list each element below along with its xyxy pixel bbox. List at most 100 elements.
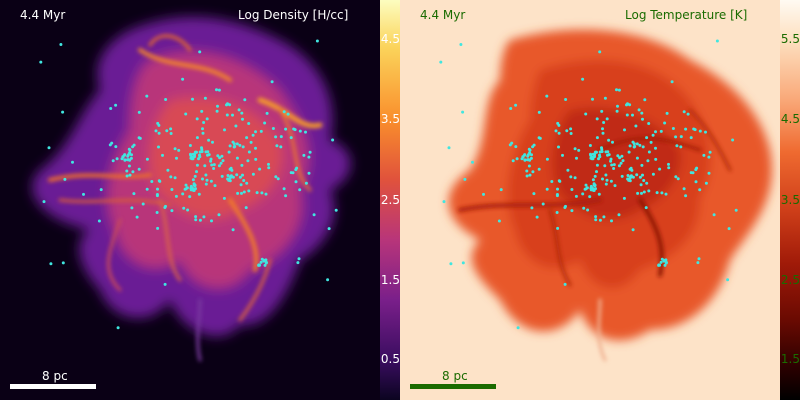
- density-panel: 4.4 Myr Log Density [H/cc] 8 pc: [0, 0, 380, 400]
- star-particle: [181, 192, 185, 196]
- star-particle: [182, 206, 186, 210]
- star-particle: [258, 167, 262, 171]
- star-particle: [201, 131, 205, 135]
- star-particle: [640, 163, 644, 167]
- star-particle: [635, 156, 639, 160]
- star-particle: [297, 257, 301, 261]
- star-particle: [595, 150, 598, 154]
- star-particle: [610, 163, 614, 167]
- star-particle: [156, 226, 160, 230]
- star-particle: [640, 191, 643, 195]
- star-particle: [267, 166, 271, 170]
- star-particle: [602, 121, 606, 124]
- star-particle: [228, 144, 232, 148]
- star-particle: [607, 138, 611, 142]
- star-particle: [635, 173, 639, 177]
- star-particle: [545, 157, 549, 161]
- star-particle: [175, 156, 178, 160]
- star-particle: [573, 147, 577, 151]
- star-particle: [286, 112, 290, 116]
- star-particle: [201, 177, 204, 181]
- star-particle: [63, 177, 67, 181]
- star-particle: [207, 138, 211, 142]
- temperature-tick: 2.5: [780, 273, 800, 287]
- star-particle: [647, 189, 651, 193]
- star-particle: [647, 150, 651, 154]
- star-particle: [523, 158, 527, 162]
- star-particle: [123, 153, 127, 157]
- star-particle: [304, 181, 308, 185]
- star-particle: [123, 158, 127, 162]
- star-particle: [241, 117, 244, 121]
- gas-cloud: [32, 16, 351, 337]
- star-particle: [109, 107, 113, 110]
- star-particle: [516, 326, 520, 330]
- density-tick: 0.5: [380, 352, 400, 366]
- star-particle: [592, 182, 596, 186]
- star-particle: [49, 262, 53, 266]
- star-particle: [704, 181, 708, 185]
- star-particle: [189, 152, 192, 156]
- star-particle: [141, 202, 145, 206]
- star-particle: [595, 163, 599, 167]
- star-particle: [302, 153, 306, 157]
- star-particle: [439, 60, 443, 64]
- star-particle: [731, 138, 735, 142]
- star-particle: [276, 177, 280, 181]
- star-particle: [636, 191, 640, 195]
- star-particle: [664, 192, 668, 196]
- star-particle: [237, 108, 241, 112]
- star-particle: [111, 159, 115, 163]
- star-particle: [550, 180, 554, 183]
- star-particle: [232, 142, 236, 146]
- star-particle: [193, 155, 196, 159]
- star-particle: [628, 103, 632, 107]
- star-particle: [194, 215, 198, 219]
- star-particle: [660, 191, 664, 195]
- star-particle: [225, 103, 228, 107]
- star-particle: [675, 144, 679, 148]
- star-particle: [251, 172, 255, 176]
- star-particle: [121, 155, 125, 159]
- star-particle: [130, 153, 133, 157]
- star-particle: [679, 145, 683, 149]
- star-particle: [251, 133, 255, 137]
- star-particle: [308, 150, 312, 154]
- star-particle: [442, 200, 446, 204]
- star-particle: [528, 158, 532, 162]
- star-particle: [698, 188, 702, 192]
- star-particle: [235, 156, 239, 160]
- star-particle: [654, 130, 657, 134]
- star-particle: [657, 263, 661, 267]
- star-particle: [556, 226, 560, 230]
- star-particle: [282, 187, 286, 191]
- star-particle: [216, 104, 219, 108]
- star-particle: [555, 211, 559, 214]
- star-particle: [620, 174, 624, 178]
- star-particle: [598, 153, 601, 157]
- star-particle: [244, 206, 248, 210]
- star-particle: [594, 215, 598, 219]
- star-particle: [627, 150, 631, 154]
- star-particle: [569, 127, 573, 131]
- star-particle: [628, 144, 632, 148]
- star-particle: [170, 188, 174, 191]
- star-particle: [529, 156, 533, 160]
- star-particle: [581, 192, 585, 196]
- star-particle: [202, 215, 206, 219]
- star-particle: [201, 127, 204, 131]
- star-particle: [665, 111, 669, 115]
- star-particle: [131, 170, 135, 174]
- star-particle: [615, 88, 618, 92]
- star-particle: [604, 182, 608, 186]
- star-particle: [204, 150, 208, 154]
- star-particle: [461, 110, 465, 114]
- star-particle: [617, 164, 621, 168]
- star-particle: [195, 163, 199, 167]
- star-particle: [682, 187, 686, 191]
- star-particle: [241, 173, 244, 177]
- star-particle: [647, 122, 651, 125]
- star-particle: [132, 143, 136, 147]
- temperature-tick: 3.5: [780, 193, 800, 207]
- star-particle: [684, 127, 688, 131]
